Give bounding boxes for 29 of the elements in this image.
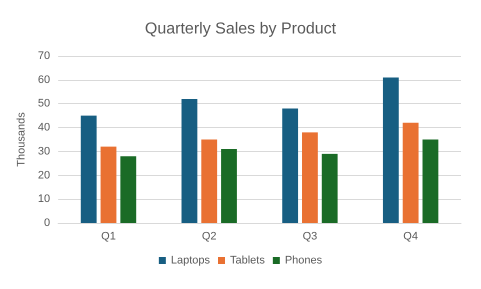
x-tick-label: Q3: [302, 230, 318, 242]
bar: [100, 146, 116, 223]
bar: [382, 77, 399, 223]
y-axis-title: Thousands: [16, 112, 28, 167]
bar: [221, 149, 237, 223]
bar: [182, 98, 198, 223]
y-tick-label: 0: [44, 217, 50, 229]
x-tick-label: Q1: [101, 230, 116, 242]
legend-label: Tablets: [230, 254, 266, 266]
y-tick-label: 30: [38, 145, 50, 158]
y-tick-label: 40: [38, 122, 50, 134]
bar: [422, 140, 438, 223]
bar: [201, 140, 218, 223]
y-tick-label: 60: [38, 74, 50, 86]
y-tick-label: 50: [38, 98, 50, 110]
bar: [402, 122, 419, 223]
bar: [120, 156, 136, 223]
chart-title: Quarterly Sales by Product: [144, 20, 337, 38]
y-tick-label: 70: [38, 50, 50, 62]
bar: [302, 132, 318, 223]
legend-label: Laptops: [170, 254, 210, 266]
y-tick-label: 10: [38, 193, 50, 206]
x-tick-label: Q2: [202, 230, 217, 242]
legend-label: Phones: [284, 254, 323, 266]
y-tick-label: 20: [38, 169, 50, 182]
bar: [80, 116, 97, 223]
bar: [282, 108, 298, 223]
x-tick-label: Q4: [403, 230, 418, 242]
bar: [322, 154, 338, 223]
